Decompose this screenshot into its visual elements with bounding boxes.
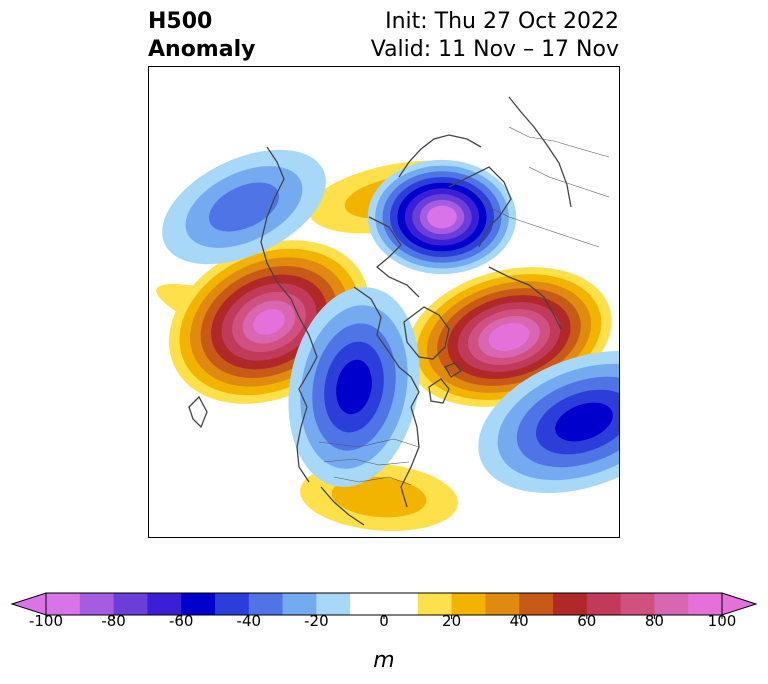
contour-fill <box>253 309 285 335</box>
colorbar-bin-16 <box>620 593 655 615</box>
colorbar-ticks: -100 -80 -60 -40 -20 0 20 40 60 80 100 <box>29 612 736 626</box>
coastline-us-east <box>400 406 420 508</box>
border-lines-a <box>318 438 420 448</box>
colorbar-tick-label: -80 <box>101 612 126 626</box>
colorbar-bin-13 <box>519 593 554 615</box>
init-date: Init: Thu 27 Oct 2022 <box>385 9 619 34</box>
colorbar-bin-10 <box>417 593 453 615</box>
coastline-mexico <box>320 486 365 526</box>
colorbar-bin-12 <box>485 593 520 615</box>
contour-fill <box>488 323 530 351</box>
coastlines <box>188 96 572 526</box>
colorbar-tick-label: -40 <box>237 612 262 626</box>
borders <box>318 126 610 486</box>
coastline-europe <box>488 266 562 330</box>
colorbar-bin-18 <box>688 593 723 615</box>
valid-range: Valid: 11 Nov – 17 Nov <box>370 37 619 62</box>
negative-anomaly-siberia <box>367 159 517 275</box>
colorbar-tick-label: -60 <box>169 612 194 626</box>
colorbar-tick-label: 0 <box>379 612 389 626</box>
map-canvas <box>156 96 619 531</box>
colorbar-bin-14 <box>553 593 588 615</box>
contour-fill <box>336 359 372 415</box>
coastline-canada-arctic <box>368 216 420 298</box>
coastline-alaska <box>260 146 318 408</box>
coastline-hudson <box>353 286 420 408</box>
colorbar-bin-2 <box>113 593 148 615</box>
colorbar-tick-label: 40 <box>510 612 529 626</box>
colorbar-bin-11 <box>451 593 486 615</box>
colorbar: -100 -80 -60 -40 -20 0 20 40 60 80 100 <box>10 592 758 626</box>
colorbar-tick-label: -20 <box>304 612 329 626</box>
border-lines-d <box>468 186 600 248</box>
colorbar-unit: m <box>373 648 395 673</box>
coastline-greenland <box>403 306 450 360</box>
colorbar-bin-9 <box>350 593 419 615</box>
colorbar-bin-6 <box>248 593 284 615</box>
coastline-japan <box>188 395 208 429</box>
colorbar-bin-15 <box>586 593 622 615</box>
negative-anomaly-atlantic <box>478 350 619 494</box>
colorbar-tick-label: 20 <box>442 612 461 626</box>
title-left: H500 Anomaly <box>148 8 255 64</box>
colorbar-bin-4 <box>181 593 216 615</box>
negative-anomaly-canada <box>288 287 420 487</box>
colorbar-bin-5 <box>215 593 250 615</box>
colorbar-bin-8 <box>316 593 351 615</box>
coastline-iceland <box>444 362 462 378</box>
coastline-east-asia <box>508 96 572 208</box>
contour-fill <box>427 205 457 229</box>
colorbar-tick-label: -100 <box>29 612 63 626</box>
coastline-pacific-nw <box>296 406 310 483</box>
border-lines-b <box>323 458 410 466</box>
colorbar-bin-3 <box>147 593 182 615</box>
contour-fill <box>555 402 613 442</box>
colorbar-tick-label: 60 <box>577 612 596 626</box>
coastline-scandinavia <box>448 166 512 248</box>
border-lines-c <box>333 476 412 486</box>
title-variable: H500 <box>148 9 213 34</box>
anomaly-map <box>148 66 620 538</box>
negative-anomaly-bering <box>162 149 326 265</box>
border-lines-e <box>528 166 610 198</box>
colorbar-tick-label: 80 <box>645 612 664 626</box>
contour-fill <box>208 182 280 232</box>
title-anomaly: Anomaly <box>148 37 256 62</box>
coastline-uk <box>428 378 450 404</box>
colorbar-bin-1 <box>79 593 115 615</box>
colorbar-bin-7 <box>282 593 317 615</box>
border-lines-f <box>508 126 610 158</box>
coastline-siberia <box>398 134 482 178</box>
colorbar-tick-label: 100 <box>708 612 737 626</box>
colorbar-bin-17 <box>654 593 689 615</box>
anomaly-fields <box>156 149 619 531</box>
title-right: Init: Thu 27 Oct 2022 Valid: 11 Nov – 17… <box>371 8 619 64</box>
contour-fill <box>331 476 427 518</box>
colorbar-bins <box>46 593 723 615</box>
colorbar-bin-0 <box>46 593 81 615</box>
